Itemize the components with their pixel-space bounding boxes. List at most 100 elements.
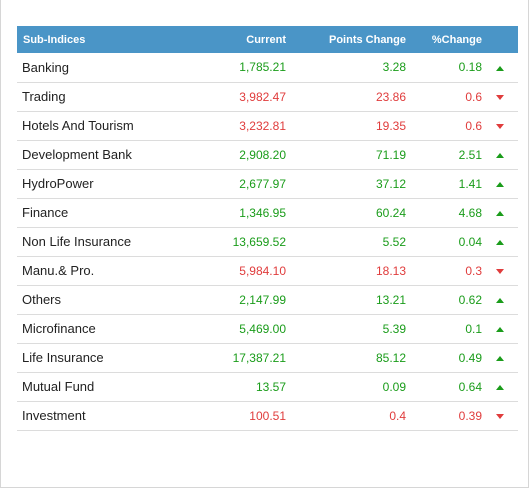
row-direction xyxy=(482,256,518,285)
row-direction xyxy=(482,343,518,372)
row-percent-change: 0.1 xyxy=(465,321,482,336)
table-row[interactable]: Life Insurance 17,387.21 85.12 0.49 xyxy=(17,343,518,372)
row-direction xyxy=(482,401,518,430)
triangle-down-icon xyxy=(496,123,504,129)
row-percent-change: 4.68 xyxy=(458,205,482,220)
header-row: Sub-Indices Current Points Change %Chang… xyxy=(17,26,518,53)
row-direction xyxy=(482,372,518,401)
triangle-up-icon xyxy=(496,326,504,332)
row-percent-change: 0.3 xyxy=(465,263,482,278)
row-name: Development Bank xyxy=(22,147,132,162)
triangle-down-icon xyxy=(496,413,504,419)
row-current: 13.57 xyxy=(255,379,286,394)
triangle-down-icon xyxy=(496,268,504,274)
table-row[interactable]: Development Bank 2,908.20 71.19 2.51 xyxy=(17,140,518,169)
row-percent-change: 0.6 xyxy=(465,118,482,133)
row-current: 100.51 xyxy=(249,408,286,423)
row-points-change: 23.86 xyxy=(375,89,406,104)
row-name: Trading xyxy=(22,89,66,104)
row-name: Investment xyxy=(22,408,86,423)
row-current: 1,785.21 xyxy=(239,60,286,75)
row-percent-change: 0.39 xyxy=(458,408,482,423)
row-current: 2,677.97 xyxy=(239,176,286,191)
row-percent-change: 0.6 xyxy=(465,89,482,104)
header-current[interactable]: Current xyxy=(246,33,286,46)
header-percent-change[interactable]: %Change xyxy=(431,33,482,46)
table-row[interactable]: Non Life Insurance 13,659.52 5.52 0.04 xyxy=(17,227,518,256)
table-header: Sub-Indices Current Points Change %Chang… xyxy=(17,26,518,53)
row-current: 1,346.95 xyxy=(239,205,286,220)
row-points-change: 37.12 xyxy=(375,176,406,191)
row-current: 3,232.81 xyxy=(239,118,286,133)
row-name: HydroPower xyxy=(22,176,94,191)
row-current: 5,984.10 xyxy=(239,263,286,278)
row-points-change: 71.19 xyxy=(375,147,406,162)
triangle-up-icon xyxy=(496,210,504,216)
row-points-change: 18.13 xyxy=(375,263,406,278)
row-current: 13,659.52 xyxy=(232,234,286,249)
triangle-up-icon xyxy=(496,65,504,71)
row-percent-change: 0.64 xyxy=(458,379,482,394)
table-row[interactable]: Microfinance 5,469.00 5.39 0.1 xyxy=(17,314,518,343)
table-body: Banking 1,785.21 3.28 0.18 Trading 3,982.47 23… xyxy=(17,53,518,430)
row-direction xyxy=(482,169,518,198)
row-percent-change: 0.49 xyxy=(458,350,482,365)
row-direction xyxy=(482,53,518,82)
row-points-change: 0.4 xyxy=(389,408,406,423)
row-points-change: 0.09 xyxy=(382,379,406,394)
table-row[interactable]: Mutual Fund 13.57 0.09 0.64 xyxy=(17,372,518,401)
sub-indices-table: Sub-Indices Current Points Change %Chang… xyxy=(17,26,518,431)
table-row[interactable]: HydroPower 2,677.97 37.12 1.41 xyxy=(17,169,518,198)
row-current: 5,469.00 xyxy=(239,321,286,336)
triangle-down-icon xyxy=(496,94,504,100)
row-direction xyxy=(482,314,518,343)
header-arrow-spacer xyxy=(482,26,518,53)
table-row[interactable]: Hotels And Tourism 3,232.81 19.35 0.6 xyxy=(17,111,518,140)
row-name: Non Life Insurance xyxy=(22,234,132,249)
table-row[interactable]: Manu.& Pro. 5,984.10 18.13 0.3 xyxy=(17,256,518,285)
row-percent-change: 1.41 xyxy=(458,176,482,191)
row-percent-change: 2.51 xyxy=(458,147,482,162)
row-points-change: 85.12 xyxy=(375,350,406,365)
row-percent-change: 0.04 xyxy=(458,234,482,249)
row-direction xyxy=(482,227,518,256)
row-direction xyxy=(482,111,518,140)
row-name: Microfinance xyxy=(22,321,96,336)
table-row[interactable]: Investment 100.51 0.4 0.39 xyxy=(17,401,518,430)
table-row[interactable]: Others 2,147.99 13.21 0.62 xyxy=(17,285,518,314)
row-points-change: 5.52 xyxy=(382,234,406,249)
row-points-change: 3.28 xyxy=(382,60,406,75)
table-row[interactable]: Banking 1,785.21 3.28 0.18 xyxy=(17,53,518,82)
row-current: 2,908.20 xyxy=(239,147,286,162)
row-percent-change: 0.18 xyxy=(458,60,482,75)
row-direction xyxy=(482,82,518,111)
header-points-change[interactable]: Points Change xyxy=(328,33,406,46)
row-name: Mutual Fund xyxy=(22,379,95,394)
row-name: Life Insurance xyxy=(22,350,104,365)
row-current: 2,147.99 xyxy=(239,292,286,307)
table-row[interactable]: Finance 1,346.95 60.24 4.68 xyxy=(17,198,518,227)
row-current: 17,387.21 xyxy=(232,350,286,365)
row-name: Manu.& Pro. xyxy=(22,263,95,278)
triangle-up-icon xyxy=(496,181,504,187)
triangle-up-icon xyxy=(496,152,504,158)
row-points-change: 19.35 xyxy=(375,118,406,133)
row-direction xyxy=(482,198,518,227)
row-name: Finance xyxy=(22,205,69,220)
row-current: 3,982.47 xyxy=(239,89,286,104)
row-name: Hotels And Tourism xyxy=(22,118,134,133)
triangle-up-icon xyxy=(496,297,504,303)
triangle-up-icon xyxy=(496,384,504,390)
header-sub-indices[interactable]: Sub-Indices xyxy=(23,33,86,46)
row-name: Others xyxy=(22,292,62,307)
row-points-change: 13.21 xyxy=(375,292,406,307)
triangle-up-icon xyxy=(496,239,504,245)
row-percent-change: 0.62 xyxy=(458,292,482,307)
row-points-change: 60.24 xyxy=(375,205,406,220)
row-direction xyxy=(482,140,518,169)
row-direction xyxy=(482,285,518,314)
row-name: Banking xyxy=(22,59,69,75)
triangle-up-icon xyxy=(496,355,504,361)
table-row[interactable]: Trading 3,982.47 23.86 0.6 xyxy=(17,82,518,111)
